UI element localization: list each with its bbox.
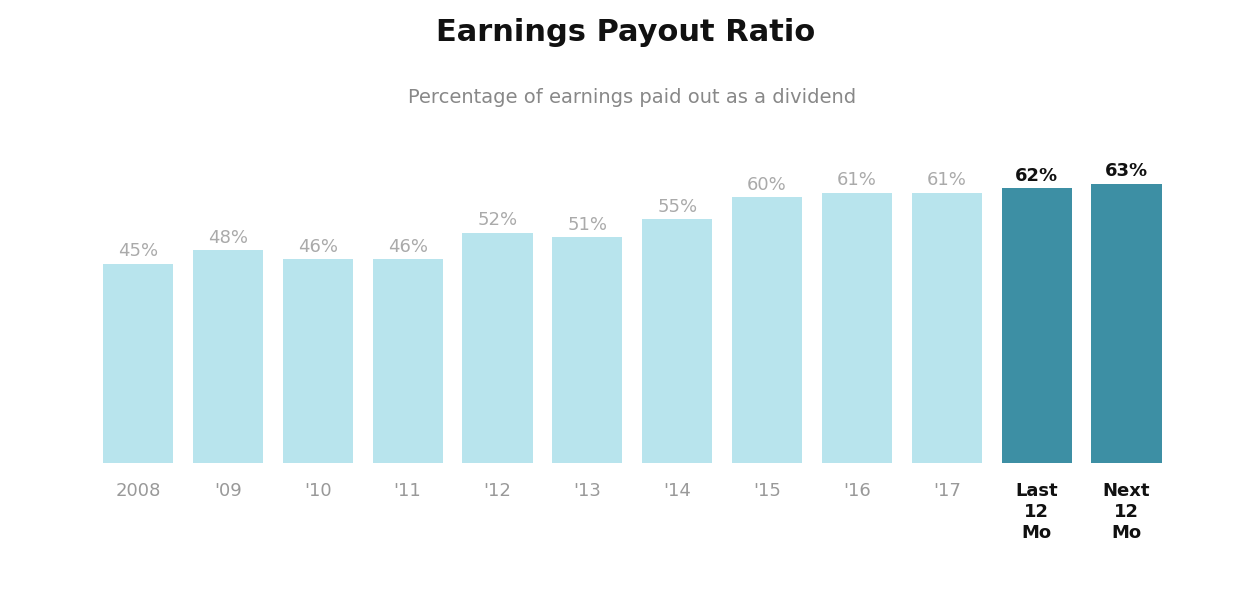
Text: 52%: 52% xyxy=(477,211,517,229)
Bar xyxy=(732,197,803,463)
Text: 48%: 48% xyxy=(208,229,248,247)
Bar xyxy=(1002,188,1072,463)
Bar xyxy=(821,193,891,463)
Text: 45%: 45% xyxy=(118,242,158,260)
Title: Percentage of earnings paid out as a dividend: Percentage of earnings paid out as a div… xyxy=(408,88,856,107)
Bar xyxy=(642,219,712,463)
Bar xyxy=(462,233,532,463)
Text: 61%: 61% xyxy=(926,171,967,189)
Text: 46%: 46% xyxy=(388,238,428,256)
Bar xyxy=(1092,184,1162,463)
Text: 55%: 55% xyxy=(657,198,697,216)
Bar xyxy=(373,260,443,463)
Bar xyxy=(193,251,263,463)
Bar xyxy=(283,260,353,463)
Text: 46%: 46% xyxy=(298,238,338,256)
Bar xyxy=(103,264,173,463)
Text: 61%: 61% xyxy=(838,171,876,189)
Text: 62%: 62% xyxy=(1015,167,1058,185)
Text: 63%: 63% xyxy=(1106,162,1148,181)
Text: 51%: 51% xyxy=(567,216,607,233)
Bar xyxy=(552,237,622,463)
Text: 60%: 60% xyxy=(747,176,788,194)
Bar xyxy=(911,193,982,463)
Text: Earnings Payout Ratio: Earnings Payout Ratio xyxy=(437,18,815,47)
